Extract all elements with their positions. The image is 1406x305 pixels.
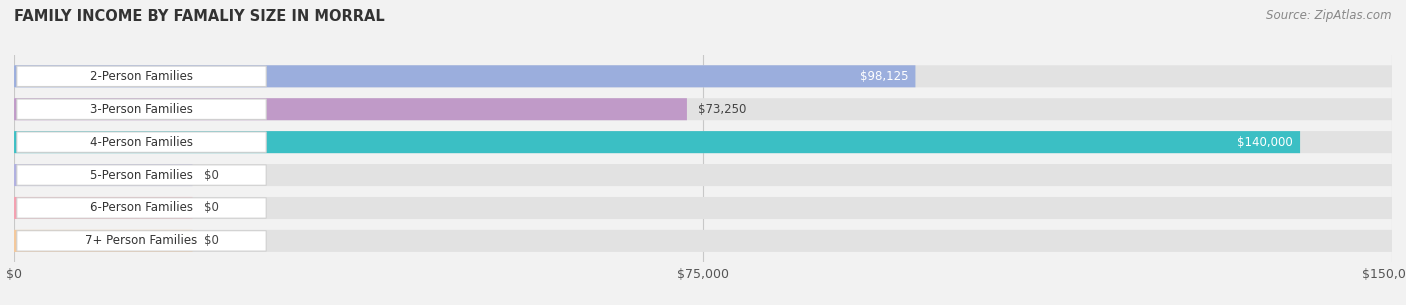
FancyBboxPatch shape [14, 131, 1301, 153]
FancyBboxPatch shape [17, 132, 266, 152]
FancyBboxPatch shape [17, 66, 266, 87]
Text: 5-Person Families: 5-Person Families [90, 169, 193, 181]
FancyBboxPatch shape [14, 197, 193, 219]
Text: 3-Person Families: 3-Person Families [90, 103, 193, 116]
Text: Source: ZipAtlas.com: Source: ZipAtlas.com [1267, 9, 1392, 22]
FancyBboxPatch shape [14, 98, 688, 120]
FancyBboxPatch shape [14, 65, 1392, 87]
Text: $0: $0 [204, 202, 218, 214]
Text: $0: $0 [204, 169, 218, 181]
Text: 7+ Person Families: 7+ Person Families [86, 235, 198, 247]
FancyBboxPatch shape [14, 131, 1392, 153]
FancyBboxPatch shape [14, 98, 1392, 120]
FancyBboxPatch shape [17, 198, 266, 218]
FancyBboxPatch shape [14, 197, 1392, 219]
FancyBboxPatch shape [14, 164, 1392, 186]
FancyBboxPatch shape [17, 99, 266, 120]
Text: $98,125: $98,125 [860, 70, 908, 83]
Text: 4-Person Families: 4-Person Families [90, 136, 193, 149]
Text: $140,000: $140,000 [1237, 136, 1294, 149]
Text: $0: $0 [204, 235, 218, 247]
FancyBboxPatch shape [17, 231, 266, 251]
Text: FAMILY INCOME BY FAMALIY SIZE IN MORRAL: FAMILY INCOME BY FAMALIY SIZE IN MORRAL [14, 9, 385, 24]
FancyBboxPatch shape [14, 65, 915, 87]
FancyBboxPatch shape [17, 165, 266, 185]
Text: 6-Person Families: 6-Person Families [90, 202, 193, 214]
Text: $73,250: $73,250 [697, 103, 747, 116]
Text: 2-Person Families: 2-Person Families [90, 70, 193, 83]
FancyBboxPatch shape [14, 230, 1392, 252]
FancyBboxPatch shape [14, 230, 193, 252]
FancyBboxPatch shape [14, 164, 193, 186]
